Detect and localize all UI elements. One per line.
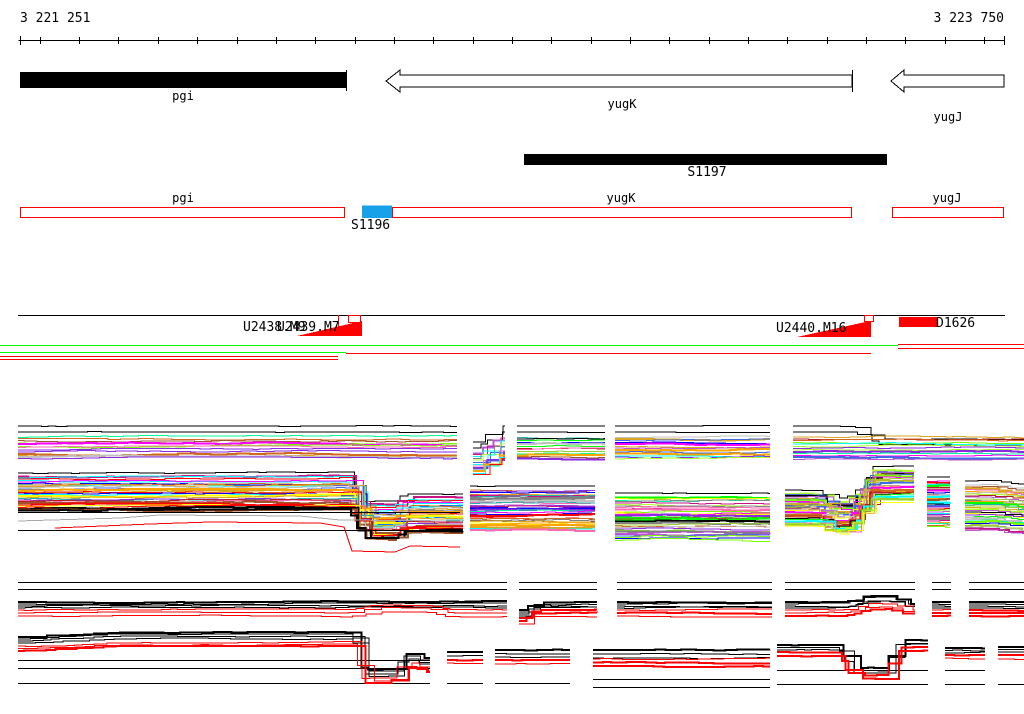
segment-pgi-box[interactable] (20, 207, 345, 218)
upshift-marker-box-1[interactable] (348, 315, 361, 323)
segment-s1197-bar[interactable] (524, 154, 887, 165)
gene-yugJ-arrow[interactable] (890, 68, 1005, 94)
segment-yugJ-box[interactable] (892, 207, 1004, 218)
segment-yugj-label: yugJ (932, 191, 962, 205)
gene-yugK-arrow[interactable] (385, 68, 853, 94)
ruler (18, 36, 1005, 45)
expression-profile-panels (17, 424, 1024, 688)
upshift-u2438-label: U2438.M9 (243, 320, 306, 335)
coordinate-end-label: 3 223 750 (933, 11, 1004, 26)
segment-s1196-label: S1196 (351, 218, 391, 233)
segment-yugk-label: yugK (606, 191, 636, 205)
upshift-u2440-ramp[interactable] (797, 321, 870, 337)
strand-lines (0, 344, 1024, 360)
upshift-u2439-ramp[interactable] (297, 321, 362, 336)
gene-yugk-label: yugK (607, 97, 637, 111)
gene-yugj-label: yugJ (933, 110, 963, 124)
downshift-d1626-bar[interactable] (899, 317, 937, 327)
segment-s1197-label: S1197 (687, 165, 727, 180)
gene-track (20, 68, 1005, 94)
gene-pgi-bar[interactable] (20, 72, 346, 88)
upshift-u2440-label: U2440.M16 (776, 321, 847, 336)
segment-yugK-box[interactable] (392, 207, 852, 218)
upshift-marker-box-2[interactable] (864, 315, 874, 322)
segment-pgi-label: pgi (172, 191, 194, 205)
gene-pgi-label: pgi (172, 89, 194, 103)
upshift-u2439-label: U2439.M7 (277, 320, 340, 335)
shift-feature-track (18, 315, 1005, 337)
downshift-d1626-label: D1626 (936, 316, 976, 331)
coordinate-start-label: 3 221 251 (20, 11, 91, 26)
segment-track (20, 205, 1004, 219)
segment-s1196-box[interactable] (362, 205, 392, 219)
